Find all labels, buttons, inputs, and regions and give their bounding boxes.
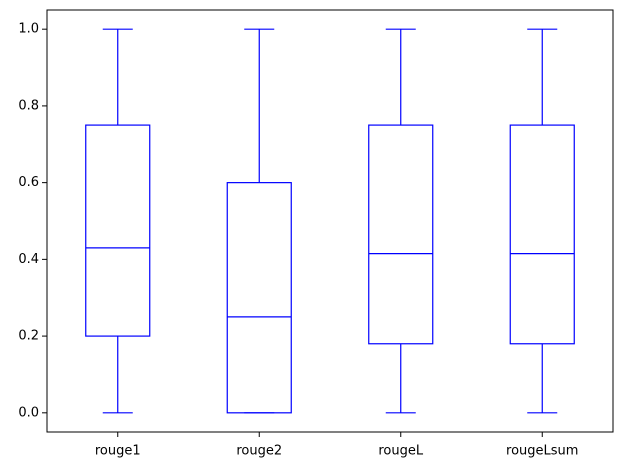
y-tick-label: 0.8 (18, 98, 39, 113)
box (509, 124, 575, 345)
x-tick-label: rouge1 (95, 444, 141, 459)
x-tick-label: rouge2 (236, 444, 282, 459)
y-tick-label: 0.4 (18, 252, 39, 267)
plot-frame (46, 9, 614, 433)
y-tick-label: 1.0 (18, 22, 39, 37)
box (368, 124, 434, 345)
box (85, 124, 151, 337)
y-tick-label: 0.6 (18, 175, 39, 190)
box (226, 182, 292, 414)
x-tick-label: rougeL (378, 444, 424, 459)
x-tick-label: rougeLsum (506, 444, 578, 459)
y-tick-label: 0.2 (18, 329, 39, 344)
y-tick-label: 0.0 (18, 405, 39, 420)
